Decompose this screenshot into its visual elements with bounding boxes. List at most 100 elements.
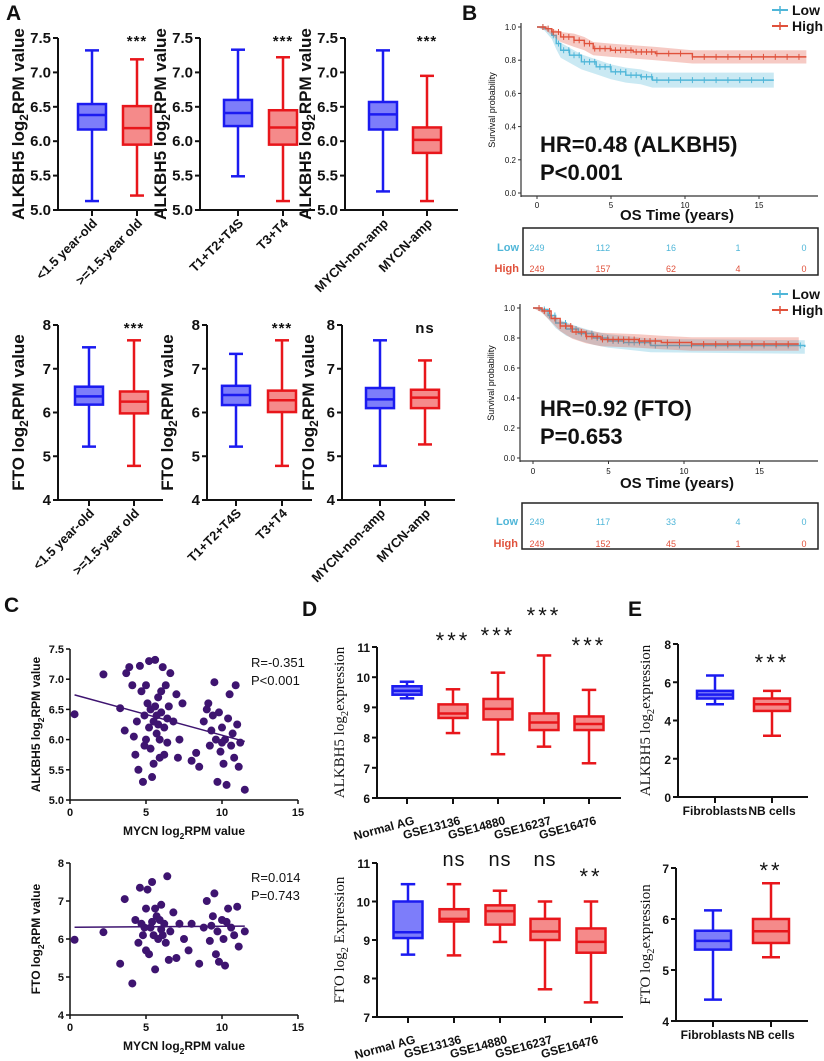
data-point	[132, 717, 141, 726]
data-point	[204, 699, 213, 708]
risk-count: 157	[595, 264, 610, 274]
data-point	[184, 946, 193, 955]
confidence-band-high	[533, 308, 799, 351]
significance-label: ***	[124, 320, 145, 337]
data-point	[195, 959, 204, 968]
data-point	[180, 935, 188, 943]
y-tick-label: 1.0	[504, 304, 516, 313]
data-point	[210, 889, 219, 898]
y-axis-title: ALKBH5 log2expression	[638, 644, 657, 796]
box-gse14880	[484, 889, 516, 944]
data-point	[135, 883, 144, 892]
x-tick-label: 0	[67, 807, 73, 819]
y-tick-label: 6.0	[30, 133, 51, 150]
data-point	[178, 699, 187, 708]
box-nb-cells	[752, 689, 792, 738]
y-tick-label: 1.0	[505, 23, 517, 32]
data-point	[149, 759, 158, 768]
data-point	[128, 681, 137, 690]
box-iqr	[484, 904, 516, 926]
box-iqr	[76, 102, 108, 131]
y-tick-label: 7	[363, 1011, 370, 1025]
x-tick-label: 10	[680, 467, 689, 476]
box-gse14880	[482, 671, 514, 756]
risk-table-border	[521, 502, 819, 550]
y-tick-label: 7	[58, 896, 64, 908]
y-axis-title: FTO log2RPM value	[299, 334, 321, 491]
box--1-5-year-old	[76, 49, 108, 203]
y-tick-label: 0.0	[504, 454, 516, 463]
data-point	[70, 710, 79, 719]
y-tick-label: 0.6	[505, 89, 517, 98]
y-tick-label: 6.0	[317, 133, 338, 150]
significance-label: ***	[481, 623, 516, 648]
y-tick-label: 6	[664, 676, 671, 690]
box-t3-t4	[267, 56, 299, 203]
data-point	[151, 655, 160, 664]
data-point	[157, 687, 166, 696]
risk-row-label: Low	[496, 516, 518, 528]
category-label: Fibroblasts	[683, 804, 748, 818]
data-point	[145, 657, 154, 666]
y-tick-label: 7.0	[49, 674, 64, 686]
data-point	[142, 735, 150, 744]
data-point	[140, 923, 149, 932]
x-tick-label: 5	[606, 467, 611, 476]
y-tick-label: 4	[58, 1010, 65, 1022]
panel-label-b: B	[462, 2, 477, 25]
y-tick-label: 6	[43, 405, 51, 422]
category-label: T3+T4	[253, 505, 291, 543]
correlation-r-text: R=-0.351	[251, 655, 305, 670]
y-tick-label: 6	[192, 405, 200, 422]
data-point	[224, 904, 233, 913]
y-tick-label: 4	[662, 1015, 669, 1029]
box-mycn-amp	[409, 359, 441, 446]
y-tick-label: 7	[363, 762, 370, 776]
data-point	[138, 777, 147, 786]
correlation-p-text: P<0.001	[251, 673, 300, 688]
legend-label-low: Low	[792, 286, 820, 302]
significance-label: ***	[272, 320, 293, 337]
box-iqr	[529, 917, 561, 942]
hazard-ratio-text: HR=0.48 (ALKBH5)	[540, 132, 737, 157]
category-label: MYCN-non-amp	[309, 505, 389, 585]
regression-line	[74, 694, 245, 743]
x-axis-title: OS Time (years)	[620, 475, 734, 492]
category-label: MYCN-non-amp	[312, 215, 392, 295]
box-mycn-non-amp	[364, 339, 396, 468]
y-tick-label: 6.5	[172, 99, 193, 116]
x-axis-title: OS Time (years)	[620, 207, 734, 224]
category-label: NB cells	[747, 1028, 795, 1042]
box-t1-t2-t4s	[220, 352, 252, 448]
risk-row-label: High	[494, 538, 519, 550]
survival-curve-low	[537, 26, 774, 81]
y-tick-label: 0.2	[504, 424, 516, 433]
risk-count: 16	[666, 243, 676, 253]
box-nb-cells	[751, 882, 791, 959]
category-label: T3+T4	[254, 215, 292, 253]
data-point	[199, 923, 208, 932]
x-tick-label: 5	[609, 201, 614, 210]
data-point	[187, 756, 196, 765]
significance-label: ns	[442, 849, 465, 871]
km-plot-b1: 0.0 0.2 0.4 0.6 0.8 1.0 Survival probability 0 5…	[487, 2, 823, 224]
p-value-text: P<0.001	[540, 160, 623, 185]
category-label: T1+T2+T4S	[186, 215, 246, 275]
boxplot-e2: 4 5 6 7 FTO log2expression Fibroblasts NB cell…	[638, 858, 808, 1042]
data-point	[151, 904, 160, 913]
data-point	[166, 669, 175, 678]
y-tick-label: 6	[363, 792, 370, 806]
survival-curve-high	[537, 26, 807, 58]
data-point	[148, 878, 157, 886]
y-tick-label: 8	[43, 317, 51, 334]
p-value-text: P=0.653	[540, 424, 623, 449]
y-tick-label: 0.8	[505, 56, 517, 65]
y-tick-label: 0.2	[505, 156, 517, 165]
data-point	[222, 780, 231, 789]
data-point	[163, 738, 172, 747]
box-t1-t2-t4s	[222, 48, 254, 178]
y-axis-title: ALKBH5 log2expression	[332, 646, 351, 798]
